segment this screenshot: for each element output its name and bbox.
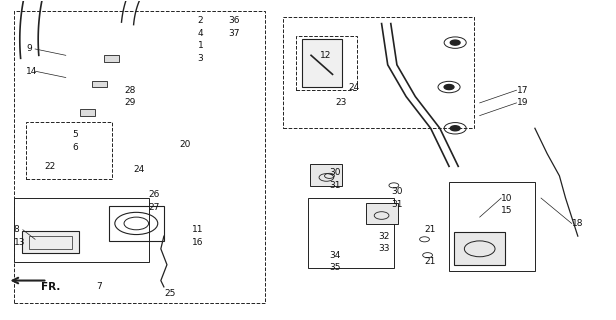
Text: 3: 3 bbox=[198, 54, 203, 63]
Text: 28: 28 bbox=[124, 86, 136, 95]
Text: 35: 35 bbox=[330, 263, 341, 272]
Text: 22: 22 bbox=[44, 162, 55, 171]
Text: 6: 6 bbox=[72, 143, 78, 152]
Circle shape bbox=[450, 126, 460, 131]
Text: 27: 27 bbox=[148, 203, 160, 212]
FancyBboxPatch shape bbox=[310, 164, 342, 186]
FancyBboxPatch shape bbox=[366, 203, 397, 224]
Text: 10: 10 bbox=[501, 194, 513, 203]
Text: 12: 12 bbox=[320, 51, 331, 60]
Text: 16: 16 bbox=[192, 238, 203, 247]
Text: 23: 23 bbox=[336, 99, 347, 108]
Text: 32: 32 bbox=[378, 232, 390, 241]
Text: 11: 11 bbox=[192, 225, 203, 234]
Text: 21: 21 bbox=[424, 225, 436, 234]
Text: 2: 2 bbox=[198, 16, 203, 25]
Text: 26: 26 bbox=[148, 190, 160, 199]
FancyBboxPatch shape bbox=[92, 81, 107, 87]
Text: 14: 14 bbox=[26, 67, 38, 76]
Text: 19: 19 bbox=[516, 99, 528, 108]
FancyBboxPatch shape bbox=[454, 232, 506, 265]
Text: 30: 30 bbox=[330, 168, 341, 177]
Text: 5: 5 bbox=[72, 130, 78, 139]
FancyBboxPatch shape bbox=[22, 231, 79, 252]
Text: 30: 30 bbox=[391, 187, 402, 196]
FancyBboxPatch shape bbox=[302, 39, 342, 87]
Text: 25: 25 bbox=[164, 289, 176, 298]
Text: 24: 24 bbox=[133, 165, 145, 174]
Text: FR.: FR. bbox=[41, 282, 60, 292]
Text: 9: 9 bbox=[26, 44, 31, 53]
Text: 17: 17 bbox=[516, 86, 528, 95]
Text: 1: 1 bbox=[198, 41, 203, 50]
Text: 4: 4 bbox=[198, 28, 203, 38]
Text: 18: 18 bbox=[572, 219, 583, 228]
Text: 31: 31 bbox=[330, 181, 341, 190]
Text: 8: 8 bbox=[14, 225, 19, 234]
Text: 29: 29 bbox=[124, 99, 136, 108]
Circle shape bbox=[450, 40, 460, 45]
Text: 31: 31 bbox=[391, 200, 402, 209]
Text: 13: 13 bbox=[14, 238, 25, 247]
FancyBboxPatch shape bbox=[80, 109, 95, 116]
Text: 24: 24 bbox=[348, 83, 359, 92]
Text: 20: 20 bbox=[179, 140, 190, 148]
Circle shape bbox=[444, 84, 454, 90]
Text: 34: 34 bbox=[330, 251, 341, 260]
Text: 15: 15 bbox=[501, 206, 513, 215]
FancyBboxPatch shape bbox=[104, 55, 119, 62]
Text: 37: 37 bbox=[229, 28, 240, 38]
Text: 21: 21 bbox=[424, 257, 436, 266]
Text: 7: 7 bbox=[97, 282, 102, 292]
Text: 36: 36 bbox=[229, 16, 240, 25]
Text: 33: 33 bbox=[378, 244, 390, 253]
